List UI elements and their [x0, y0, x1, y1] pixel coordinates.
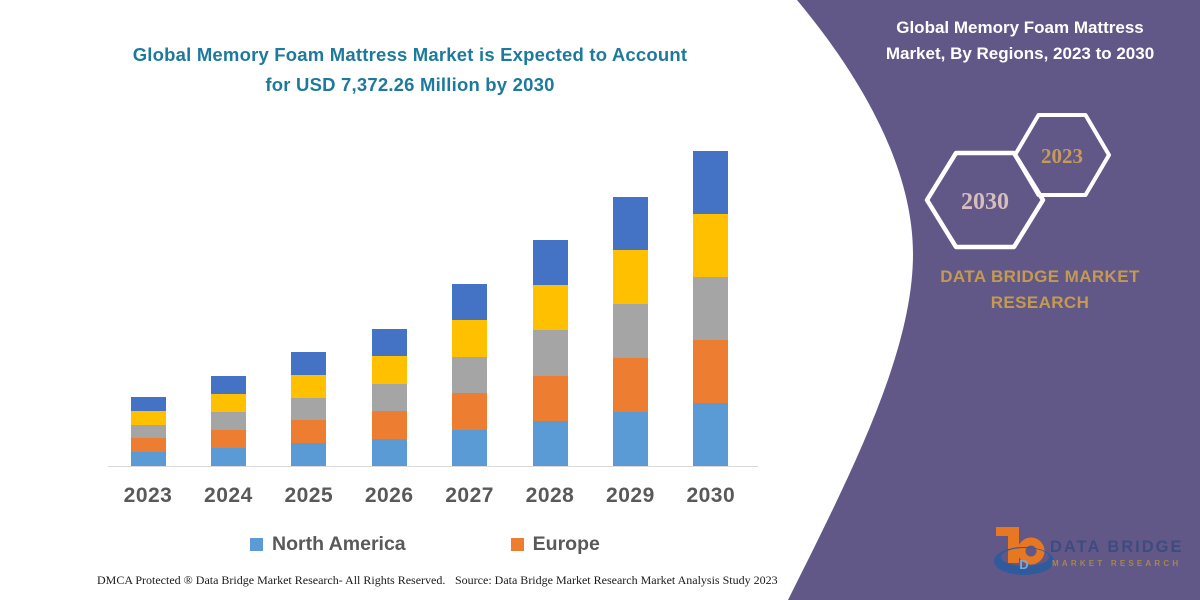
plot-area: 2023 2024 2025 2026 2027 2028 2029 2030	[108, 140, 768, 507]
bar-segment-unlabeled-gray-2028	[532, 330, 568, 376]
logo-subtitle-text: MARKET RESEARCH	[1052, 559, 1181, 568]
bar-segment-unlabeled-gray-2023	[130, 424, 166, 439]
bar-segment-north-america-2025	[291, 443, 327, 466]
legend-label-europe: Europe	[532, 533, 600, 555]
bar-segment-unlabeled-dark-blue-2025	[291, 352, 327, 375]
bar-segment-unlabeled-gray-2029	[612, 304, 648, 359]
bar-2029	[612, 196, 648, 466]
bar-segment-unlabeled-yellow-2028	[532, 285, 568, 331]
bar-2023	[130, 397, 166, 466]
legend-item-north-america: North America	[250, 533, 406, 556]
x-axis-label-2029: 2029	[606, 484, 655, 507]
bar-segment-europe-2023	[130, 438, 166, 453]
hexagon-2030	[924, 150, 1046, 250]
bar-segment-unlabeled-dark-blue-2026	[371, 329, 407, 357]
bar-segment-north-america-2024	[210, 448, 246, 466]
legend-item-europe: Europe	[510, 533, 600, 556]
x-axis-label-2027: 2027	[445, 484, 494, 507]
bar-segment-unlabeled-dark-blue-2030	[693, 151, 729, 214]
x-axis-label-2024: 2024	[204, 484, 253, 507]
bar-2026	[371, 329, 407, 466]
x-axis-label-2028: 2028	[525, 484, 575, 507]
hexagon-2023	[1013, 113, 1111, 197]
bar-2025	[291, 352, 327, 466]
bar-segment-unlabeled-gray-2024	[210, 412, 246, 430]
chart-title: Global Memory Foam Mattress Market is Ex…	[132, 44, 688, 95]
logo-b-stem	[996, 527, 1019, 563]
bar-segment-north-america-2028	[532, 420, 568, 466]
bar-2027	[452, 284, 488, 466]
dbmr-logo: D DATA BRIDGE MARKET RESEARCH	[994, 527, 1184, 575]
bar-segment-europe-2029	[612, 358, 648, 413]
x-axis-line	[108, 466, 758, 467]
x-axis-label-2025: 2025	[284, 484, 334, 507]
legend: North America Europe	[250, 533, 600, 556]
bar-2028	[532, 240, 568, 466]
bar-segment-unlabeled-yellow-2024	[210, 394, 246, 412]
bar-segment-unlabeled-gray-2026	[371, 383, 407, 412]
legend-label-north-america: North America	[272, 533, 406, 555]
source-text: Source: Data Bridge Market Research Mark…	[455, 573, 778, 587]
hexagon-2023-label: 2023	[1041, 144, 1083, 168]
bar-segment-unlabeled-yellow-2027	[452, 320, 488, 357]
legend-swatch-europe	[510, 538, 524, 551]
dmca-text: DMCA Protected ® Data Bridge Market Rese…	[97, 573, 446, 587]
x-axis-label-2023: 2023	[123, 484, 173, 507]
bar-segment-unlabeled-yellow-2030	[693, 214, 729, 277]
x-axis-label-2030: 2030	[686, 484, 736, 507]
bar-segment-europe-2024	[210, 430, 246, 448]
logo-swoosh	[994, 547, 1054, 575]
bar-segment-unlabeled-yellow-2026	[371, 356, 407, 384]
bar-segment-unlabeled-gray-2030	[693, 277, 729, 340]
bar-segment-north-america-2027	[452, 429, 488, 466]
bar-segment-unlabeled-dark-blue-2024	[210, 376, 246, 394]
bar-2030	[693, 151, 729, 466]
bar-segment-unlabeled-yellow-2025	[291, 374, 327, 398]
bar-segment-north-america-2029	[612, 412, 648, 466]
bar-segment-unlabeled-dark-blue-2029	[612, 196, 648, 251]
bar-segment-europe-2030	[693, 340, 729, 403]
bar-2024	[210, 376, 246, 466]
logo-monogram: D	[1019, 557, 1028, 572]
bar-segment-unlabeled-dark-blue-2027	[452, 284, 488, 321]
bar-segment-europe-2026	[371, 411, 407, 439]
logo-name-text: DATA BRIDGE	[1050, 538, 1184, 556]
bar-segment-europe-2027	[452, 393, 488, 430]
hexagon-2030-label: 2030	[961, 189, 1009, 215]
bar-segment-north-america-2030	[693, 403, 729, 466]
legend-swatch-north-america	[250, 538, 263, 551]
bar-segment-unlabeled-gray-2025	[291, 397, 327, 421]
bar-segment-north-america-2026	[371, 438, 407, 466]
x-axis-label-2026: 2026	[364, 484, 414, 507]
bar-segment-europe-2025	[291, 420, 327, 444]
bar-segment-europe-2028	[532, 375, 568, 421]
purple-panel-background	[788, 0, 1200, 600]
bar-segment-unlabeled-dark-blue-2028	[532, 240, 568, 286]
bar-segment-north-america-2023	[130, 452, 166, 466]
bar-segment-unlabeled-yellow-2023	[130, 410, 166, 425]
brand-text: DATA BRIDGE MARKET RESEARCH	[940, 267, 1140, 312]
bar-segment-unlabeled-yellow-2029	[612, 250, 648, 305]
side-panel-title: Global Memory Foam Mattress Market, By R…	[885, 18, 1155, 63]
bar-segment-unlabeled-dark-blue-2023	[130, 397, 166, 411]
bar-segment-unlabeled-gray-2027	[452, 356, 488, 394]
